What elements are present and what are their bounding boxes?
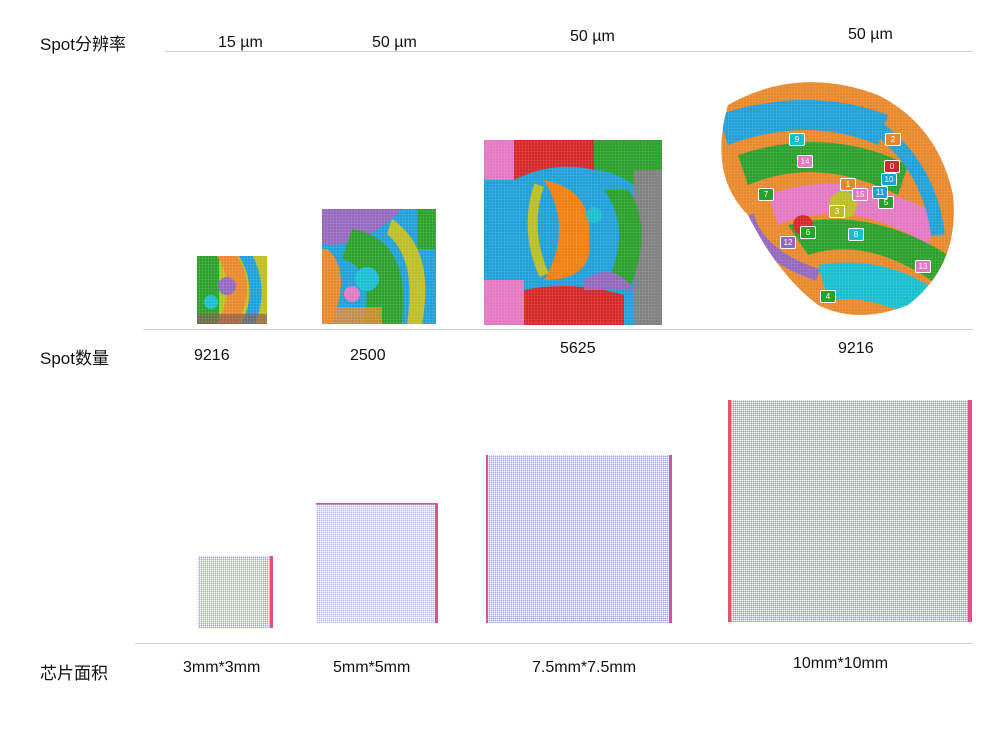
cluster-label-9: 9 (789, 133, 805, 146)
cluster-label-13: 13 (915, 260, 931, 273)
resolution-value-2: 50 µm (372, 34, 417, 51)
cluster-label-15: 15 (852, 188, 868, 201)
chip-10mm (728, 400, 972, 622)
spot-count-2: 2500 (350, 347, 386, 364)
cluster-label-5: 5 (878, 196, 894, 209)
tissue-section-4 (708, 75, 960, 323)
chip-3mm (198, 556, 274, 628)
chip-area-2: 5mm*5mm (333, 659, 411, 676)
cluster-label-3: 3 (829, 205, 845, 218)
cluster-label-2: 2 (885, 133, 901, 146)
cluster-label-8: 8 (848, 228, 864, 241)
cluster-label-11: 11 (872, 186, 888, 199)
cluster-label-0: 0 (884, 160, 900, 173)
spot-count-row-label: Spot数量 (40, 349, 109, 368)
tissue-section-2 (322, 209, 436, 324)
chip-area-4: 10mm*10mm (793, 655, 889, 672)
spot-count-4: 9216 (838, 340, 874, 357)
cluster-label-14: 14 (797, 155, 813, 168)
cluster-label-4: 4 (820, 290, 836, 303)
cluster-label-1: 1 (840, 178, 856, 191)
chip-area-3: 7.5mm*7.5mm (532, 659, 637, 676)
chip-area-row-label: 芯片面积 (40, 664, 108, 683)
spot-count-1: 9216 (194, 347, 230, 364)
resolution-value-4: 50 µm (848, 26, 893, 43)
cluster-label-6: 6 (800, 226, 816, 239)
resolution-value-3: 50 µm (570, 28, 615, 45)
cluster-label-7: 7 (758, 188, 774, 201)
chip-7.5mm (486, 455, 672, 623)
chip-5mm (316, 503, 438, 623)
cluster-label-10: 10 (881, 173, 897, 186)
divider-bottom (135, 643, 973, 644)
chip-area-1: 3mm*3mm (183, 659, 261, 676)
cluster-label-12: 12 (780, 236, 796, 249)
spot-count-3: 5625 (560, 340, 596, 357)
tissue-section-3 (484, 140, 662, 325)
divider-middle (143, 329, 973, 330)
resolution-value-1: 15 µm (218, 34, 263, 51)
divider-top (165, 51, 973, 52)
tissue-section-1 (197, 256, 267, 324)
resolution-row-label: Spot分辨率 (40, 35, 126, 54)
